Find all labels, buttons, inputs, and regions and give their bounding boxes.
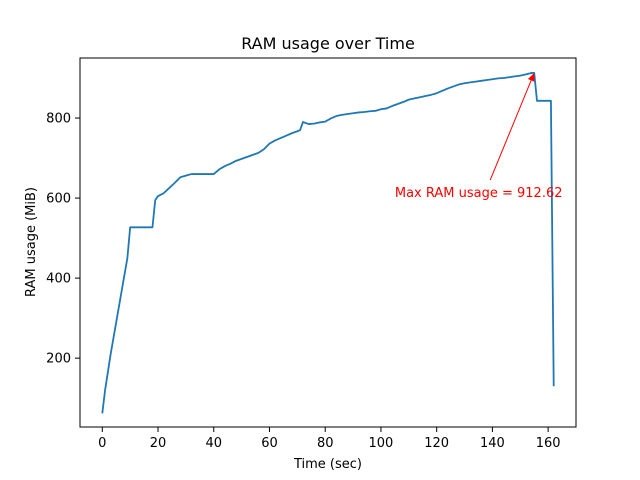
plot-frame (79, 57, 577, 428)
y-tick-label: 600 (46, 192, 71, 207)
x-tick-label: 40 (205, 436, 222, 451)
y-tick-label: 800 (46, 112, 71, 127)
x-tick-label: 60 (261, 436, 278, 451)
series-line-0 (101, 72, 555, 414)
x-tick-label: 80 (317, 436, 334, 451)
y-tick-label: 200 (46, 352, 71, 367)
x-tick-label: 20 (150, 436, 167, 451)
series-layer (101, 72, 555, 414)
x-axis-ticks: 0 20 40 60 80 100 120 140 160 (98, 427, 561, 451)
x-tick-label: 120 (424, 436, 449, 451)
annotation-arrow (489, 80, 532, 181)
x-tick-label: 140 (480, 436, 505, 451)
x-axis-label: Time (sec) (293, 457, 362, 472)
y-tick-label: 400 (46, 272, 71, 287)
y-axis-label: RAM usage (MiB) (24, 187, 39, 297)
x-tick-label: 100 (369, 436, 394, 451)
annotation-layer: Max RAM usage = 912.62 (395, 72, 563, 201)
x-tick-label: 0 (98, 436, 106, 451)
y-axis-ticks: 200 400 600 800 (46, 112, 80, 367)
plot-area (80, 58, 576, 427)
x-tick-label: 160 (536, 436, 561, 451)
chart-title: RAM usage over Time (241, 34, 415, 53)
annotation-arrow-head (527, 72, 535, 82)
annotation-label: Max RAM usage = 912.62 (395, 186, 563, 201)
